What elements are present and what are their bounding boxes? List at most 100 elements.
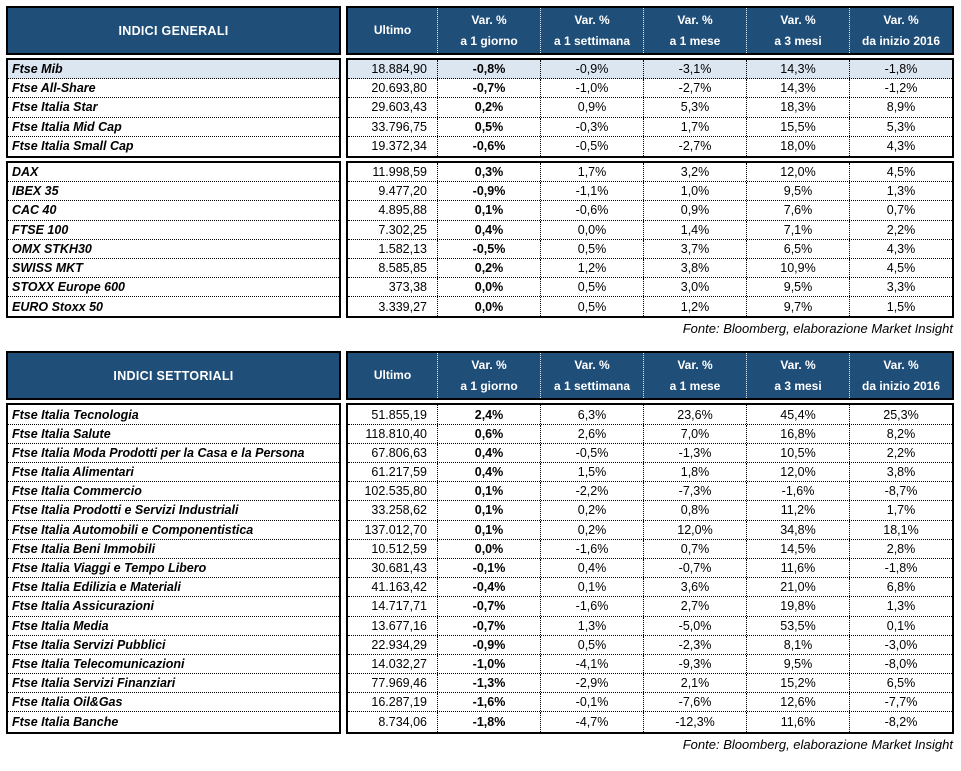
var-1w-value: -0,3% (540, 117, 643, 136)
index-row-values: 19.372,34 -0,6% -0,5% -2,7% 18,0% 4,3% (348, 136, 952, 156)
table-title-box: INDICI SETTORIALI (6, 351, 341, 401)
column-header-line2: a 1 mese (669, 33, 721, 48)
var-ytd-value: 8,9% (849, 98, 952, 117)
var-3m-value: 45,4% (746, 405, 849, 424)
index-row-values: 16.287,19 -1,6% -0,1% -7,6% 12,6% -7,7% (348, 693, 952, 713)
index-row-values: 10.512,59 0,0% -1,6% 0,7% 14,5% 2,8% (348, 539, 952, 559)
index-row-values: 61.217,59 0,4% 1,5% 1,8% 12,0% 3,8% (348, 463, 952, 483)
var-ytd-value: -1,8% (849, 558, 952, 578)
index-row-label: Ftse Italia Servizi Finanziari (8, 674, 339, 694)
index-row-values: 118.810,40 0,6% 2,6% 7,0% 16,8% 8,2% (348, 424, 952, 444)
ultimo-value: 373,38 (388, 280, 427, 295)
index-row-values: 18.884,90 -0,8% -0,9% -3,1% 14,3% -1,8% (348, 60, 952, 80)
var-3m-value: -1,6% (746, 482, 849, 501)
var-1m-value: -2,7% (643, 136, 746, 156)
var-1w-value: -1,1% (540, 182, 643, 201)
var-ytd-value: 8,2% (849, 424, 952, 443)
table-indici-generali: INDICI GENERALI Ftse Mib Ftse All-Share Fts… (6, 6, 954, 336)
label-group: DAX IBEX 35 CAC 40 FTSE 100 OMX STKH30 SWISS … (6, 160, 341, 319)
ultimo-value: 77.969,46 (371, 676, 427, 691)
var-ytd-value: 6,5% (849, 674, 952, 693)
index-row-values: 67.806,63 0,4% -0,5% -1,3% 10,5% 2,2% (348, 443, 952, 463)
ultimo-value: 3.339,27 (378, 299, 427, 314)
var-1g-value: -0,1% (437, 558, 540, 578)
var-1g-value: -0,7% (437, 79, 540, 98)
var-3m-value: 19,8% (746, 597, 849, 616)
ultimo-value: 4.895,88 (378, 203, 427, 218)
var-1m-value: -2,3% (643, 635, 746, 654)
var-1w-value: 0,5% (540, 635, 643, 654)
index-row-values: 29.603,43 0,2% 0,9% 5,3% 18,3% 8,9% (348, 98, 952, 118)
var-1g-value: 0,6% (437, 424, 540, 443)
ultimo-value: 11.998,59 (372, 165, 427, 180)
column-header-line2: a 1 mese (669, 378, 721, 393)
index-row-values: 22.934,29 -0,9% 0,5% -2,3% 8,1% -3,0% (348, 635, 952, 655)
column-header-line1: Var. % (677, 12, 713, 27)
index-row-values: 41.163,42 -0,4% 0,1% 3,6% 21,0% 6,8% (348, 578, 952, 598)
column-header-var-ytd: Var. % da inizio 2016 (849, 353, 952, 399)
index-name: Ftse Italia Beni Immobili (12, 541, 156, 556)
index-name: DAX (12, 165, 39, 180)
index-row-label: OMX STKH30 (8, 240, 339, 259)
index-row-label: IBEX 35 (8, 182, 339, 202)
index-row-label: Ftse Italia Alimentari (8, 463, 339, 483)
var-3m-value: 14,5% (746, 539, 849, 558)
var-3m-value: 12,0% (746, 463, 849, 482)
var-ytd-value: 3,3% (849, 278, 952, 297)
var-3m-value: 9,5% (746, 182, 849, 201)
var-3m-value: 9,5% (746, 278, 849, 297)
index-row-label: Ftse Italia Salute (8, 425, 339, 444)
index-row-values: 11.998,59 0,3% 1,7% 3,2% 12,0% 4,5% (348, 162, 952, 183)
var-ytd-value: 1,3% (849, 597, 952, 616)
ultimo-value: 67.806,63 (371, 445, 427, 460)
ultimo-value: 51.855,19 (371, 407, 427, 422)
ultimo-value: 13.677,16 (371, 618, 427, 633)
index-row-values: 13.677,16 -0,7% 1,3% -5,0% 53,5% 0,1% (348, 616, 952, 636)
var-1g-value: 0,1% (437, 201, 540, 220)
column-header-line2: da inizio 2016 (861, 378, 941, 393)
var-ytd-value: 2,2% (849, 443, 952, 462)
var-1g-value: 0,5% (437, 117, 540, 136)
var-3m-value: 11,2% (746, 501, 849, 520)
index-row-label: FTSE 100 (8, 221, 339, 240)
var-1m-value: 1,8% (643, 463, 746, 482)
var-1g-value: 0,2% (437, 258, 540, 278)
column-header-line2: a 1 settimana (553, 33, 631, 48)
var-3m-value: 21,0% (746, 578, 849, 597)
ultimo-value: 8.585,85 (378, 260, 427, 275)
column-header-var-1m: Var. % a 1 mese (643, 8, 746, 53)
ultimo-value: 9.477,20 (378, 184, 427, 199)
var-1m-value: 3,8% (643, 258, 746, 278)
var-3m-value: 18,0% (746, 136, 849, 156)
var-3m-value: 11,6% (746, 558, 849, 578)
var-1g-value: -0,9% (437, 182, 540, 201)
index-name: Ftse All-Share (12, 81, 96, 96)
index-name: Ftse Italia Assicurazioni (12, 599, 154, 614)
var-1g-value: -1,3% (437, 674, 540, 693)
index-row-label: Ftse Italia Small Cap (8, 137, 339, 156)
var-ytd-value: 2,2% (849, 220, 952, 239)
index-row-values: 4.895,88 0,1% -0,6% 0,9% 7,6% 0,7% (348, 201, 952, 221)
var-1g-value: -1,0% (437, 654, 540, 674)
index-row-values: 8.585,85 0,2% 1,2% 3,8% 10,9% 4,5% (348, 258, 952, 279)
var-1g-value: -0,9% (437, 635, 540, 654)
var-1w-value: 0,4% (540, 558, 643, 578)
var-ytd-value: 1,3% (849, 182, 952, 201)
source-note: Fonte: Bloomberg, elaborazione Market In… (682, 736, 953, 752)
var-1g-value: -0,5% (437, 239, 540, 258)
index-name: Ftse Italia Edilizia e Materiali (12, 580, 181, 595)
column-header-var-1w: Var. % a 1 settimana (540, 8, 643, 53)
index-row-values: 8.734,06 -1,8% -4,7% -12,3% 11,6% -8,2% (348, 712, 952, 732)
index-name: Ftse Italia Small Cap (12, 139, 134, 154)
index-row-label: CAC 40 (8, 201, 339, 221)
column-header-line2: a 3 mesi (774, 33, 822, 48)
index-row-values: 30.681,43 -0,1% 0,4% -0,7% 11,6% -1,8% (348, 558, 952, 579)
var-1m-value: -3,1% (643, 60, 746, 79)
index-row-label: Ftse Italia Prodotti e Servizi Industria… (8, 501, 339, 521)
var-ytd-value: -8,2% (849, 712, 952, 732)
var-3m-value: 6,5% (746, 239, 849, 258)
column-header-ultimo: Ultimo (348, 353, 437, 398)
column-headers: Ultimo Var. % a 1 giorno Var. % a 1 settiman… (346, 6, 954, 55)
ultimo-value: 10.512,59 (371, 541, 427, 556)
